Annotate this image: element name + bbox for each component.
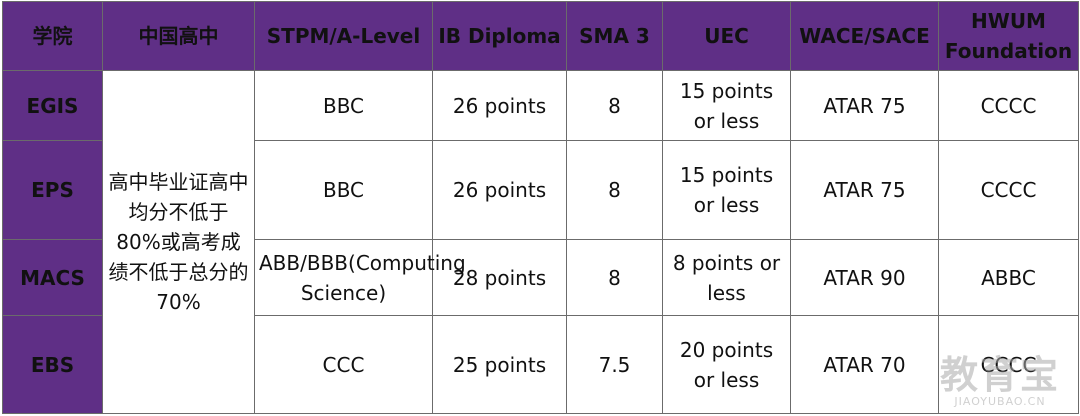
cell-ib: 25 points [432,315,567,414]
cell-wace: ATAR 75 [790,70,939,141]
header-sma3: SMA 3 [566,1,663,71]
row-school: EPS [2,140,103,240]
table-row: EGIS 高中毕业证高中均分不低于80%或高考成绩不低于总分的70% BBC 2… [2,70,1079,414]
table-row: MACS ABB/BBB(Computing Science) 28 point… [2,239,1079,316]
cell-ib: 26 points [432,140,567,240]
table-row: EBS CCC 25 points 7.5 20 points or less … [2,315,1079,414]
cell-uec: 15 points or less [662,140,791,240]
cell-wace: ATAR 70 [790,315,939,414]
cell-hwum: ABBC [938,239,1079,316]
china-high-school-requirement: 高中毕业证高中均分不低于80%或高考成绩不低于总分的70% [102,70,255,414]
cell-uec: 20 points or less [662,315,791,414]
header-wace-sace: WACE/SACE [790,1,939,71]
header-ib-diploma: IB Diploma [432,1,567,71]
header-stpm-a-level: STPM/A-Level [254,1,433,71]
header-uec: UEC [662,1,791,71]
cell-stpm: BBC [254,140,433,240]
cell-stpm: BBC [254,70,433,141]
watermark-brand: 教育宝 [939,353,1060,397]
cell-stpm: CCC [254,315,433,414]
cell-hwum: CCCC [938,315,1079,414]
cell-sma: 8 [566,239,663,316]
cell-uec: 8 points or less [662,239,791,316]
header-china-high-school: 中国高中 [102,1,255,71]
cell-stpm: ABB/BBB(Computing Science) [254,239,466,316]
cell-sma: 8 [566,70,663,141]
cell-hwum: CCCC [938,140,1079,240]
cell-wace: ATAR 90 [790,239,939,316]
table-header-row: 学院 中国高中 STPM/A-Level IB Diploma SMA 3 UE… [2,1,1079,71]
table-row: EPS BBC 26 points 8 15 points or less AT… [2,140,1079,240]
cell-ib: 28 points [432,239,567,316]
cell-sma: 7.5 [566,315,663,414]
cell-sma: 8 [566,140,663,240]
header-college: 学院 [2,1,103,71]
cell-wace: ATAR 75 [790,140,939,240]
row-school: EBS [2,315,103,414]
row-school: MACS [2,239,103,316]
cell-uec: 15 points or less [662,70,791,141]
row-school: EGIS [2,70,103,141]
watermark: 教育宝 JIAOYUBAO.CN [940,355,1060,408]
watermark-site: JIAOYUBAO.CN [954,395,1046,408]
cell-ib: 26 points [432,70,567,141]
header-hwum-foundation: HWUM Foundation [938,1,1079,71]
cell-hwum: CCCC [938,70,1079,141]
